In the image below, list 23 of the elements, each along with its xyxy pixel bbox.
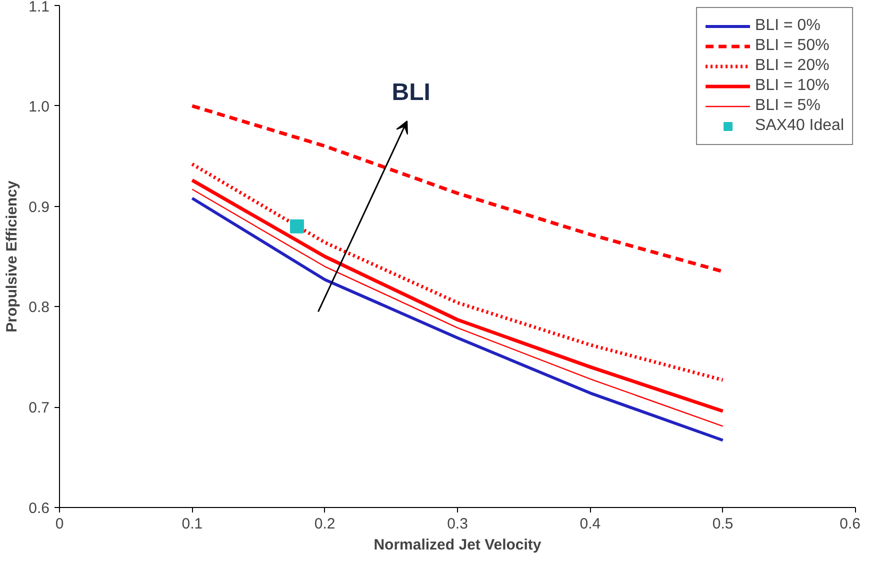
x-tick-label: 0.6 <box>840 516 861 532</box>
legend-label: BLI = 5% <box>755 97 820 115</box>
x-tick-label: 0.4 <box>580 516 601 532</box>
y-axis-title: Propulsive Efficiency <box>4 180 21 332</box>
y-tick-label: 0.9 <box>28 198 50 216</box>
legend-label: BLI = 10% <box>755 77 830 95</box>
x-tick-label: 0 <box>55 516 64 532</box>
legend-label: SAX40 Ideal <box>755 117 844 135</box>
y-tick-label: 0.7 <box>28 400 50 417</box>
x-axis-title: Normalized Jet Velocity <box>374 536 542 554</box>
x-tick-label: 0.1 <box>182 516 203 532</box>
annotation: BLI <box>392 78 430 106</box>
legend-label: BLI = 20% <box>755 57 830 75</box>
y-tick-label: 1.1 <box>28 0 50 16</box>
line-series <box>190 162 725 382</box>
y-tick-label: 0.6 <box>28 500 50 517</box>
y-tick-label: 1.0 <box>28 98 50 116</box>
legend-label: BLI = 0% <box>755 17 820 35</box>
x-tick-label: 0.5 <box>712 516 734 532</box>
x-tick-label: 0.3 <box>447 516 468 532</box>
x-tick-label: 0.2 <box>314 516 336 532</box>
y-tick-label: 0.8 <box>28 299 50 316</box>
legend-label: BLI = 50% <box>755 37 830 55</box>
